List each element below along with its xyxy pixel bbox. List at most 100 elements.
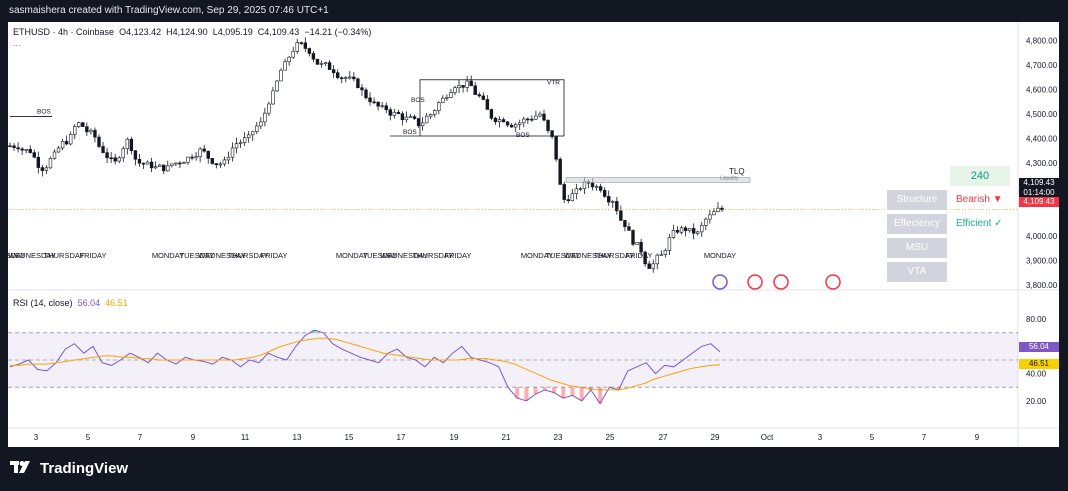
candle-body [594,186,599,188]
tradingview-logo-icon [10,460,34,478]
candle-body [279,69,283,82]
price-tick-label: 4,600.00 [1026,86,1058,95]
candle-body [68,134,73,145]
candle-body [36,156,41,168]
price-tick-label: 3,800.00 [1026,281,1058,290]
time-tick-label: 5 [86,433,91,442]
candle-body [691,228,696,234]
chart-frame[interactable] [8,22,1059,447]
candle-body [598,186,603,191]
price-tick-label: 4,000.00 [1026,232,1058,241]
time-tick-label: 9 [975,433,980,442]
candle-body [230,147,235,158]
candle-body [291,51,295,58]
candle-body [48,158,53,169]
candle-body [182,162,186,164]
candle-body [497,119,502,123]
candle-body [481,95,486,100]
efficiency-label: Effeciency [887,214,947,234]
candle-body [700,225,704,233]
candle-body [679,227,684,233]
candle-body [574,188,579,194]
time-tick-label: 21 [502,433,511,442]
candle-body [522,118,526,124]
event-icon [825,274,841,290]
candle-body [696,231,700,234]
candle-body [518,122,522,125]
price-tick-label: 4,800.00 [1026,37,1058,46]
candle-body [631,230,635,245]
footer-brand[interactable]: TradingView [10,460,128,478]
candle-body [275,80,279,92]
candle-body [251,131,255,136]
rsi-tag: 56.04 [1019,342,1059,352]
candle-body [178,162,182,165]
symbol-label[interactable]: ETHUSD · 4h · Coinbase [13,27,115,37]
candle-body [344,77,348,79]
change-value: −14.21 (−0.34%) [304,27,372,37]
brand-name: TradingView [40,460,129,477]
candle-body [360,87,364,91]
day-label: MONDAY [521,251,553,260]
open-key: O [119,27,127,37]
top-bar: sasmaishera created with TradingView.com… [0,0,1068,22]
candle-body [214,163,219,166]
candle-body [287,56,291,63]
legend-more[interactable]: ... [13,38,21,48]
candle-body [271,90,275,105]
candle-body [526,118,530,121]
candle-body [89,129,93,133]
candle-body [663,250,668,255]
candle-body [323,62,328,64]
candle-body [105,152,109,159]
bos-label: BOS [403,129,417,136]
day-label: THURSDAY [413,251,454,260]
candle-body [489,109,494,119]
tlq-zone [565,177,751,183]
time-tick-label: 3 [34,433,39,442]
candle-body [485,99,490,110]
candle-body [109,157,113,160]
candle-body [307,48,312,54]
candle-body [133,150,138,160]
candle-body [101,146,105,153]
candle-body [340,77,344,80]
candle-body [602,190,607,197]
candle-body [364,89,368,99]
candle-body [534,115,538,120]
event-icon [712,274,728,290]
candle-body [174,162,178,165]
candle-body [206,150,210,159]
liquidity-label: Liquidity [720,176,739,182]
candle-body [667,237,672,251]
candle-body [651,263,655,269]
time-tick-label: Oct [761,433,774,442]
open-value: 4,123.42 [126,27,162,37]
low-value: 4,095.19 [217,27,253,37]
candle-body [704,218,708,226]
candle-body [372,101,376,104]
candle-body [170,163,174,167]
candle-body [570,193,575,201]
candle-body [396,111,401,114]
day-label: THURSDAY [594,251,635,260]
candle-body [327,62,332,70]
time-tick-label: 7 [922,433,927,442]
candle-body [635,242,639,245]
candle-body [226,156,231,161]
candle-body [412,116,417,119]
candle-body [453,87,457,93]
candle-body [190,156,194,159]
candle-body [299,42,303,44]
candle-body [295,42,299,52]
candle-body [647,263,651,269]
candle-body [505,121,510,126]
candle-body [153,166,158,169]
day-label: WEDNESDAY [564,251,612,260]
candle-body [542,113,546,121]
candle-body [437,102,441,111]
rsi-label[interactable]: RSI (14, close) [13,298,73,308]
candle-body [77,122,81,127]
candle-body [60,140,65,149]
